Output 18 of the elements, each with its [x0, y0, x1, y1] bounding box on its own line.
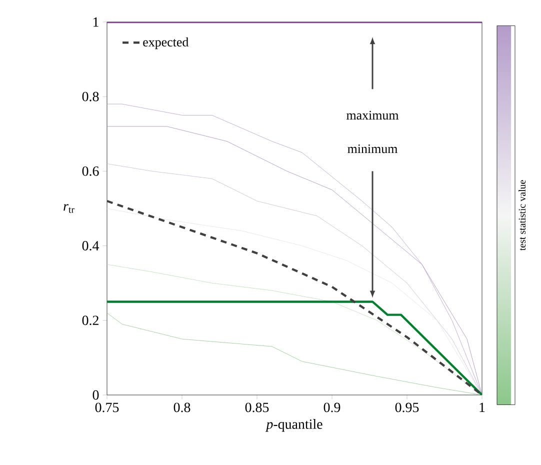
- y-tick-label: 1: [93, 17, 98, 27]
- x-axis-title: p-quantile: [265, 419, 322, 432]
- annotation: minimum: [348, 144, 398, 154]
- x-tick-label: 0.9: [324, 402, 340, 412]
- x-tick-label: 0.75: [95, 402, 119, 412]
- y-tick-label: 0.6: [82, 166, 99, 176]
- x-tick-label: 0.8: [174, 402, 190, 412]
- x-tick-label: 0.85: [245, 402, 269, 412]
- y-tick-label: 0.4: [82, 241, 100, 251]
- color-bar-title: test statistic value: [518, 180, 526, 251]
- y-tick-label: 0.2: [82, 316, 98, 326]
- legend-label: expected: [143, 37, 189, 50]
- y-axis-title: r$_{tr}$: [64, 204, 74, 213]
- x-tick-label: 1: [480, 402, 485, 412]
- x-tick-label: 0.95: [395, 402, 419, 412]
- y-tick-label: 0: [92, 390, 99, 400]
- annotation: maximum: [346, 110, 399, 120]
- y-tick-label: 0.8: [82, 92, 99, 102]
